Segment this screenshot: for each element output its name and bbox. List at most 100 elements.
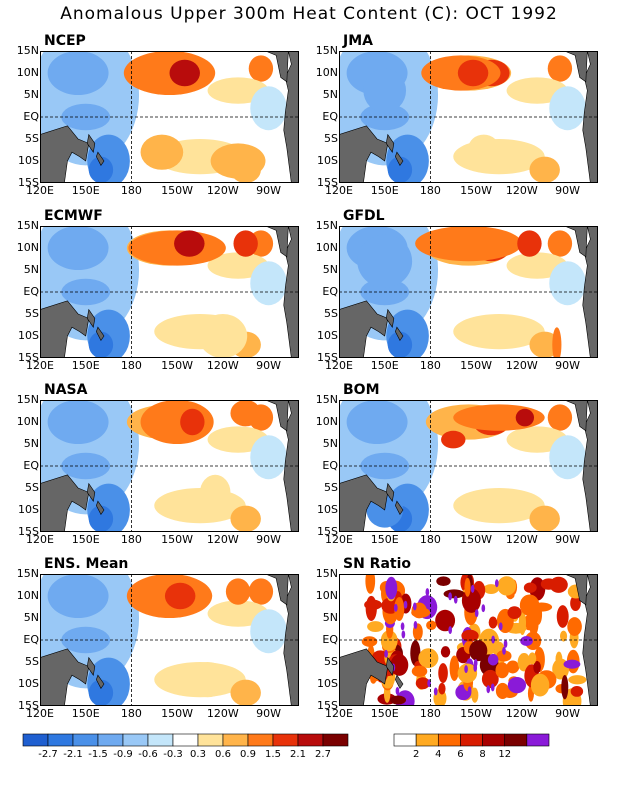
sn-patch [461, 588, 481, 613]
sn-patch [495, 662, 509, 679]
lat-label: 5N [322, 263, 338, 276]
lon-label: 180 [419, 707, 441, 720]
lat-label: 15S [317, 699, 338, 712]
land-mass [385, 482, 395, 502]
sn-peak [425, 588, 430, 597]
anomaly-region [88, 156, 114, 183]
land-mass [395, 151, 404, 166]
anomaly-region [180, 408, 205, 436]
sn-patch [449, 655, 460, 681]
sn-peak [403, 600, 408, 609]
lat-label: 10N [315, 415, 338, 428]
anomaly-region [199, 474, 231, 510]
sn-patch [561, 674, 569, 700]
lat-label: 5S [25, 481, 39, 494]
lon-label: 120E [325, 707, 353, 720]
sn-patch [533, 660, 541, 674]
colorbar-swatch [437, 733, 461, 747]
lon-label: 150W [161, 184, 194, 197]
lat-label: 10S [317, 329, 338, 342]
panel-frame [40, 51, 299, 183]
lat-label: 10S [317, 154, 338, 167]
lon-label: 150E [71, 359, 100, 372]
sn-patch [364, 599, 382, 610]
anomaly-region [363, 68, 407, 113]
sn-patch [487, 653, 499, 666]
land-mass [395, 674, 404, 689]
land-mass [265, 400, 289, 432]
sn-patch [471, 687, 479, 703]
map-panel [40, 226, 299, 358]
sn-patch [440, 646, 451, 658]
panel-frame [40, 574, 299, 706]
anomaly-bar [22, 733, 349, 747]
land-mass [564, 400, 588, 432]
land-mass [265, 226, 289, 258]
anomaly-region [250, 261, 287, 306]
lon-label: 120E [26, 707, 54, 720]
lon-label: 120W [505, 359, 538, 372]
sn-peak [384, 649, 388, 658]
lat-label: 10S [317, 503, 338, 516]
sn-patch [394, 596, 405, 621]
sn-patch [528, 610, 539, 636]
lat-label: 10N [16, 589, 39, 602]
lat-label: EQ [23, 459, 39, 472]
lon-label: 90W [256, 359, 281, 372]
colorbar-label: -1.5 [88, 749, 108, 760]
lat-label: 15S [18, 176, 39, 189]
sn-peak [393, 603, 398, 612]
lon-label: 180 [120, 359, 142, 372]
lat-label: 15N [315, 567, 338, 580]
lat-label: 5N [23, 611, 39, 624]
anomaly-region [164, 582, 196, 610]
land-mass [395, 326, 404, 341]
map-panel [339, 574, 598, 706]
lat-label: 15S [317, 525, 338, 538]
lon-label: 150E [71, 533, 100, 546]
colorbar-label: 1.5 [265, 749, 281, 760]
colorbar-swatch [222, 733, 249, 747]
sn-peak [386, 581, 391, 590]
sn-patch [426, 620, 437, 631]
land-mass [96, 151, 105, 166]
anomaly-region [250, 435, 287, 480]
lat-label: 10S [317, 677, 338, 690]
sn-patch [540, 578, 557, 590]
panel-frame [339, 226, 598, 358]
colorbar-swatch [122, 733, 149, 747]
sn-peak [494, 579, 499, 588]
colorbar-label: -0.9 [113, 749, 133, 760]
anomaly-region [547, 404, 573, 431]
land-mass [40, 474, 90, 532]
anomaly-region [529, 156, 560, 183]
sn-patch [367, 621, 384, 632]
lat-label: 15N [16, 44, 39, 57]
lat-label: 5N [322, 611, 338, 624]
lat-label: 10N [315, 589, 338, 602]
colorbar-label: -0.6 [138, 749, 158, 760]
sn-peak [502, 646, 506, 655]
anomaly-region [515, 408, 535, 427]
lon-label: 150E [370, 707, 399, 720]
lon-label: 180 [120, 184, 142, 197]
lat-label: 15N [16, 393, 39, 406]
lat-label: 15N [16, 219, 39, 232]
anomaly-region [88, 331, 114, 358]
lat-label: EQ [322, 285, 338, 298]
sn-patch [390, 654, 409, 676]
sn-patch [461, 629, 479, 642]
anomaly-region [457, 59, 489, 87]
anomaly-region [441, 430, 466, 449]
lon-label: 150E [370, 533, 399, 546]
panel-frame [339, 51, 598, 183]
sn-patch [411, 607, 431, 618]
sn-peak [486, 685, 491, 694]
land-mass [40, 125, 90, 183]
anomaly-region [453, 488, 545, 524]
lon-label: 120W [206, 359, 239, 372]
lon-label: 90W [256, 707, 281, 720]
anomaly-region [47, 400, 109, 444]
sn-patch [361, 636, 378, 647]
anomaly-region [174, 230, 205, 257]
